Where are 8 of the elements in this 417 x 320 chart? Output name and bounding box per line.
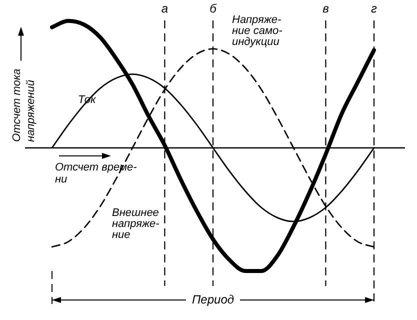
x-tick-label: а <box>161 2 168 16</box>
annotation: Внешнее напряже- ние <box>112 207 160 242</box>
x-tick-label: в <box>322 2 329 16</box>
y-axis-title: Отсчет тока напряжений <box>11 68 38 142</box>
x-tick-label: б <box>210 2 218 16</box>
text: Период <box>192 292 234 306</box>
annotation: Напряже- ние само- индукции <box>232 14 283 48</box>
x-tick-label: г <box>371 2 378 16</box>
